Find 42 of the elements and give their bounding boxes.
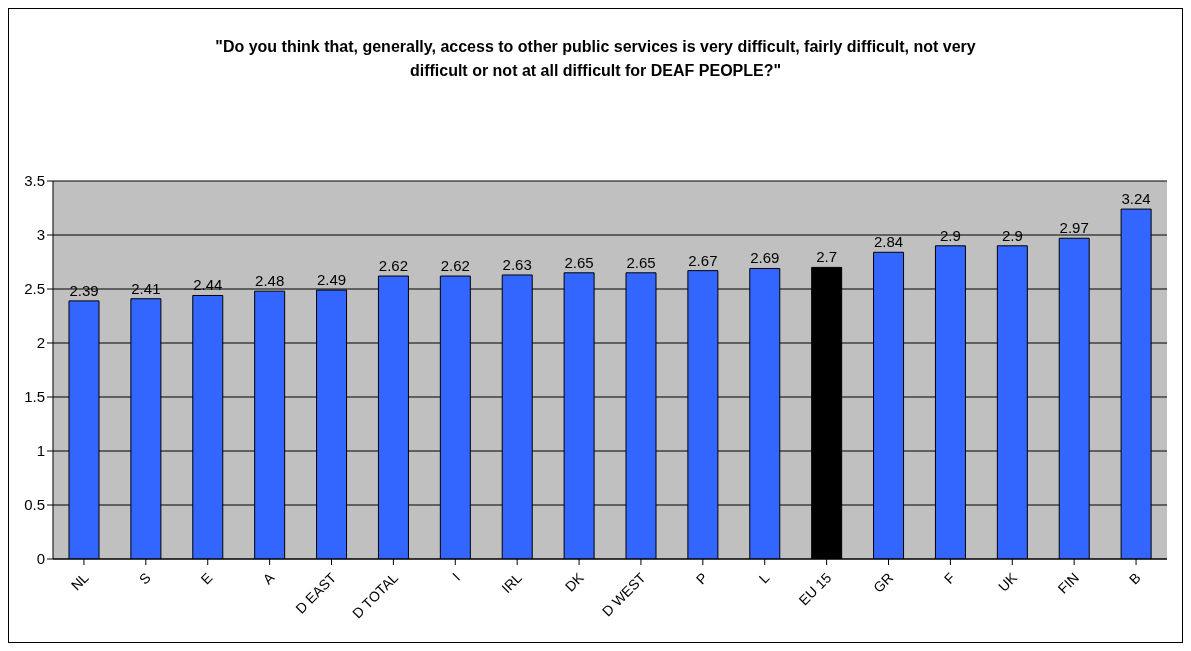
data-label: 2.65 <box>564 253 594 271</box>
y-tick-label: 3.5 <box>24 172 45 190</box>
data-label: 2.41 <box>131 279 161 297</box>
x-tick-label: E <box>197 569 216 588</box>
data-label: 3.24 <box>1121 190 1151 208</box>
x-tick-label: GR <box>870 569 897 596</box>
chart-title: "Do you think that, generally, access to other public services is very difficult, fairly difficult, not very difficult or not at all difficult for DEAF PEOPLE?" <box>214 37 977 81</box>
data-label: 2.49 <box>316 271 347 289</box>
x-tick-label: DK <box>561 569 588 595</box>
data-label: 2.39 <box>69 281 99 299</box>
x-tick-label: B <box>1125 569 1144 588</box>
x-tick-label: EU 15 <box>795 569 835 609</box>
data-label: 2.62 <box>378 257 409 275</box>
x-tick-label: F <box>940 569 959 587</box>
data-label: 2.69 <box>750 249 780 267</box>
y-tick-label: 0.5 <box>24 496 45 514</box>
data-label: 2.67 <box>688 251 718 269</box>
data-label: 2.7 <box>816 248 838 266</box>
x-tick-label: NL <box>67 569 92 594</box>
data-label: 2.62 <box>440 257 470 275</box>
data-label: 2.48 <box>255 272 285 290</box>
y-tick-label: 0 <box>36 550 45 568</box>
x-tick-label: P <box>692 569 711 588</box>
data-label: 2.65 <box>626 253 656 271</box>
y-tick-label: 3 <box>36 226 45 244</box>
data-label: 2.84 <box>873 233 904 251</box>
x-tick-label: FIN <box>1054 569 1082 597</box>
x-tick-label: S <box>135 569 154 588</box>
data-label: 2.9 <box>940 226 961 244</box>
data-label: 2.97 <box>1059 219 1089 237</box>
y-tick-label: 2.5 <box>24 280 45 298</box>
y-tick-label: 1 <box>36 442 45 460</box>
data-label: 2.9 <box>1001 226 1023 244</box>
x-tick-label: I <box>448 569 464 584</box>
data-label: 2.44 <box>193 276 223 294</box>
x-tick-label: IRL <box>498 569 526 597</box>
y-tick-label: 2 <box>36 334 45 352</box>
y-tick-label: 1.5 <box>24 388 45 406</box>
x-tick-label: L <box>755 569 773 587</box>
x-tick-label: A <box>259 569 278 588</box>
x-tick-label: UK <box>994 569 1021 595</box>
data-label: 2.63 <box>502 255 532 273</box>
